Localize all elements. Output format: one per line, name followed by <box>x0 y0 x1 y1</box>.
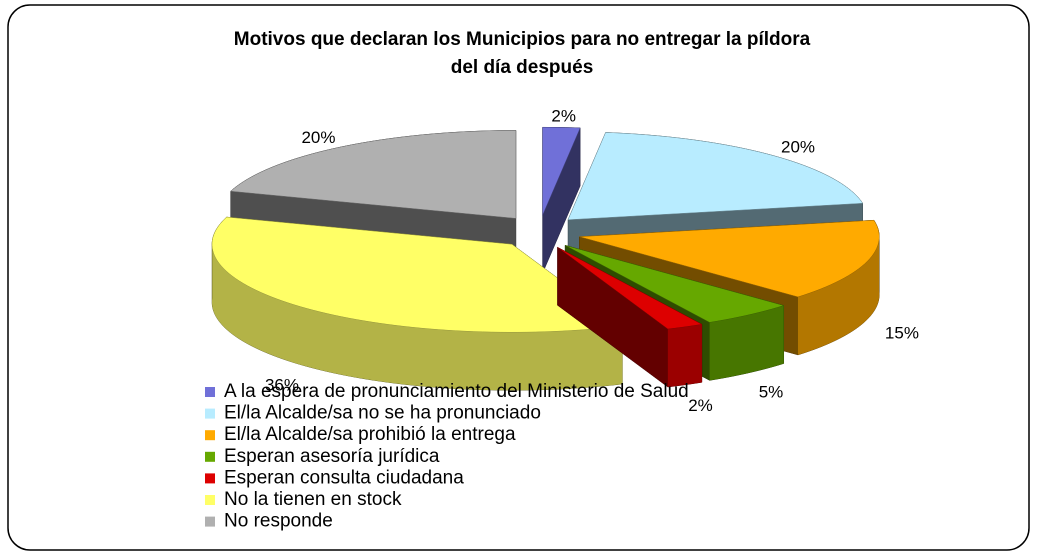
legend-swatch <box>205 387 215 397</box>
pie <box>211 126 880 391</box>
legend-swatch <box>205 451 215 462</box>
legend-swatch <box>205 516 215 527</box>
legend-swatch <box>205 473 215 484</box>
slice <box>211 216 624 333</box>
slice <box>564 245 785 323</box>
legend-label: El/la Alcalde/sa prohibió la entrega <box>224 424 516 445</box>
slice <box>542 126 581 216</box>
slice-wall <box>797 233 880 355</box>
legend-label: No responde <box>224 511 333 532</box>
slice <box>567 132 864 221</box>
slice <box>230 130 517 219</box>
slice-wall <box>709 305 784 381</box>
legend-swatch <box>205 408 215 419</box>
legend-label: El/la Alcalde/sa no se ha pronunciado <box>224 403 541 424</box>
legend-swatch <box>205 430 215 441</box>
legend-label: A la espera de pronunciamiento del Minis… <box>224 381 689 402</box>
value-label: 20% <box>781 137 815 156</box>
legend-label: No la tienen en stock <box>224 489 402 510</box>
value-label: 20% <box>301 128 335 147</box>
value-label: 5% <box>759 383 784 402</box>
legend-label: Esperan asesoría jurídica <box>224 446 440 467</box>
slice-wall <box>667 324 702 388</box>
legend-label: Esperan consulta ciudadana <box>224 467 464 488</box>
chart-title: Motivos que declaran los Municipios para… <box>234 29 811 78</box>
slice <box>557 246 703 330</box>
legend-swatch <box>205 495 215 505</box>
value-label: 36% <box>265 376 299 395</box>
value-label: 15% <box>885 324 919 343</box>
slice-wall <box>212 240 623 391</box>
value-label: 2% <box>551 106 576 125</box>
value-label: 2% <box>688 396 713 415</box>
slice <box>579 219 880 298</box>
